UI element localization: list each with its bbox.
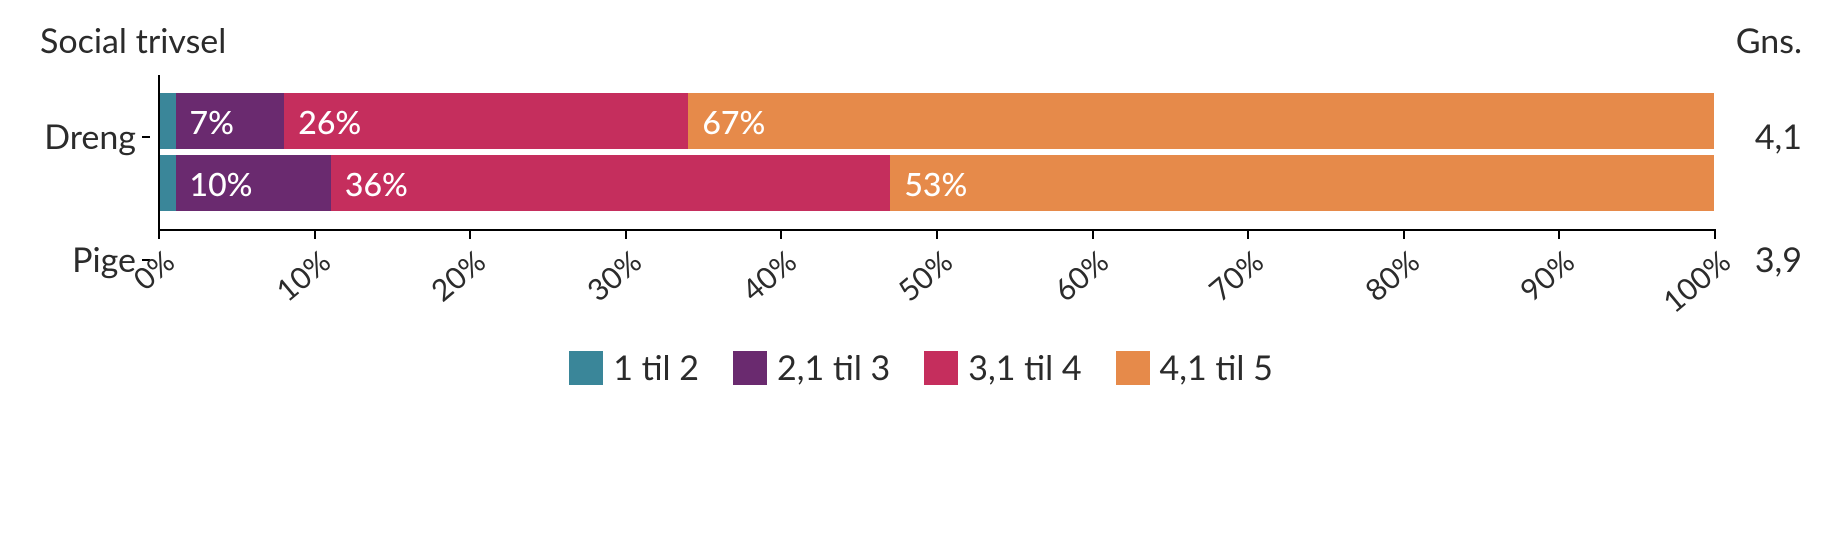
plot-area: 7% 26% 67% 10% 36% 53% bbox=[158, 75, 1714, 231]
chart-header: Social trivsel Gns. bbox=[40, 20, 1802, 61]
bar-segment: 36% bbox=[331, 155, 890, 211]
bar-segment: 53% bbox=[890, 155, 1714, 211]
x-tick-mark bbox=[469, 229, 471, 239]
gns-value: 3,9 bbox=[1732, 226, 1802, 294]
x-tick-mark bbox=[1247, 229, 1249, 239]
bar-row: 7% 26% 67% bbox=[160, 93, 1714, 149]
y-tick bbox=[142, 136, 150, 138]
category-name: Dreng bbox=[44, 116, 136, 157]
stacked-bar-chart: Social trivsel Gns. Dreng Pige 7% 26% 67% 10… bbox=[0, 0, 1842, 418]
bar-segment: 67% bbox=[688, 93, 1714, 149]
x-tick-mark bbox=[780, 229, 782, 239]
bar-segment: 26% bbox=[284, 93, 688, 149]
x-tick-label: 70% bbox=[1202, 243, 1270, 308]
x-tick-mark bbox=[1092, 229, 1094, 239]
plot-column: 7%26%67%10%36%53% 0%10%20%30%40%50%60%70… bbox=[158, 75, 1714, 321]
bar-segment: 10% bbox=[176, 155, 331, 211]
legend-swatch bbox=[569, 351, 603, 385]
legend-item: 3,1 til 4 bbox=[924, 347, 1081, 388]
legend-label: 4,1 til 5 bbox=[1160, 347, 1273, 388]
legend-item: 1 til 2 bbox=[569, 347, 699, 388]
x-tick-label: 20% bbox=[424, 243, 492, 308]
x-tick-label: 10% bbox=[269, 243, 337, 308]
bar-row: 10% 36% 53% bbox=[160, 155, 1714, 211]
segment-label: 67% bbox=[702, 102, 765, 141]
x-tick-label: 30% bbox=[580, 243, 648, 308]
x-axis: 0%10%20%30%40%50%60%70%80%90%100% bbox=[158, 231, 1714, 321]
legend-label: 2,1 til 3 bbox=[777, 347, 890, 388]
x-tick-mark bbox=[936, 229, 938, 239]
segment-label: 26% bbox=[298, 102, 361, 141]
legend-item: 2,1 til 3 bbox=[733, 347, 890, 388]
x-tick-mark bbox=[1558, 229, 1560, 239]
legend-swatch bbox=[924, 351, 958, 385]
bar-segment: 7% bbox=[176, 93, 285, 149]
x-tick-label: 40% bbox=[735, 243, 803, 308]
x-tick-mark bbox=[1403, 229, 1405, 239]
legend-label: 3,1 til 4 bbox=[968, 347, 1081, 388]
segment-label: 36% bbox=[345, 164, 408, 203]
legend-item: 4,1 til 5 bbox=[1116, 347, 1273, 388]
bar-segment bbox=[160, 155, 176, 211]
x-tick-mark bbox=[158, 229, 160, 239]
x-tick-mark bbox=[314, 229, 316, 239]
y-axis-label: Pige bbox=[40, 226, 150, 294]
gns-value: 4,1 bbox=[1732, 103, 1802, 171]
bar-segment bbox=[160, 93, 176, 149]
chart-legend: 1 til 2 2,1 til 3 3,1 til 4 4,1 til 5 bbox=[40, 347, 1802, 388]
chart-body: DrengPige 7%26%67%10%36%53% 0%10%20%30%4… bbox=[40, 75, 1802, 321]
x-tick-label: 80% bbox=[1358, 243, 1426, 308]
segment-label: 7% bbox=[190, 102, 234, 141]
gns-header: Gns. bbox=[1736, 20, 1802, 61]
legend-swatch bbox=[1116, 351, 1150, 385]
segment-label: 10% bbox=[190, 164, 253, 203]
category-name: Pige bbox=[72, 239, 136, 280]
x-tick-label: 90% bbox=[1513, 243, 1581, 308]
x-tick-label: 60% bbox=[1047, 243, 1115, 308]
x-tick-mark bbox=[625, 229, 627, 239]
y-axis-label: Dreng bbox=[40, 103, 150, 171]
chart-title: Social trivsel bbox=[40, 20, 226, 61]
x-tick-mark bbox=[1714, 229, 1716, 239]
legend-label: 1 til 2 bbox=[613, 347, 699, 388]
x-tick-label: 50% bbox=[891, 243, 959, 308]
legend-swatch bbox=[733, 351, 767, 385]
segment-label: 53% bbox=[904, 164, 967, 203]
gns-column: 4,1 3,9 bbox=[1714, 75, 1802, 321]
